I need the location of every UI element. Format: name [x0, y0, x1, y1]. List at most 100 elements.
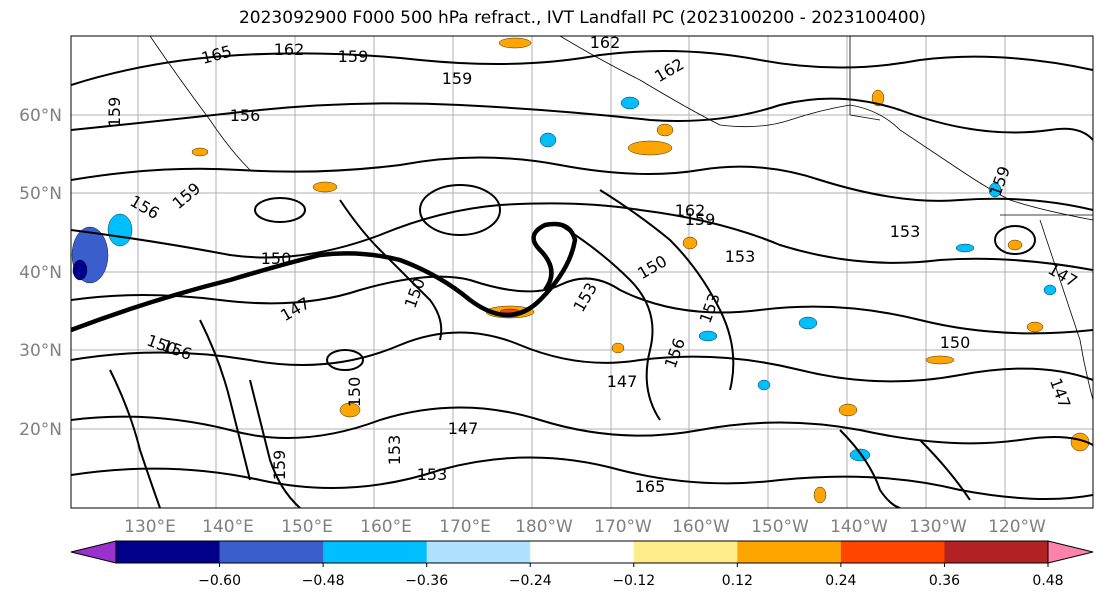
contour-line: [599, 189, 735, 391]
contour-line: [71, 50, 1093, 86]
lon-tick-label: 140°E: [202, 517, 254, 537]
contour-line: [71, 456, 1093, 500]
lon-tick-label: 180°W: [515, 517, 573, 537]
contour-loop: [326, 349, 364, 371]
colorbar-extend-low: [70, 540, 117, 564]
longitude-labels: 130°E 140°E 150°E 160°E 170°E 180°W 170°W 160°W…: [124, 517, 1046, 537]
lon-tick-label: 130°W: [909, 517, 967, 537]
colorbar-segment: [426, 541, 531, 563]
colorbar-tick-label: 0.12: [722, 573, 753, 589]
lat-tick-label: 50°N: [19, 184, 62, 204]
colorbar-segment: [737, 541, 842, 563]
colorbar-segment: [530, 541, 635, 563]
graticule: [71, 36, 1093, 508]
fill-patch: [656, 123, 674, 137]
colorbar-tick-label: 0.24: [825, 573, 856, 589]
contour-line: [71, 331, 1093, 383]
contour-line: [109, 369, 161, 508]
colorbar-tick-label: −0.48: [302, 573, 345, 589]
lat-tick-label: 40°N: [19, 263, 62, 283]
lat-tick-label: 60°N: [19, 106, 62, 126]
contour-value-label: 150: [940, 333, 971, 352]
fill-patch: [1007, 239, 1023, 251]
map-title: 2023092900 F000 500 hPa refract., IVT La…: [238, 8, 926, 28]
lon-tick-label: 150°W: [751, 517, 809, 537]
contour-value-label: 159: [442, 69, 473, 88]
contour-line: [559, 224, 661, 421]
contour-loop: [994, 225, 1036, 255]
colorbar-segment: [840, 541, 945, 563]
colorbar-extend-high: [1047, 540, 1094, 564]
fill-patch: [682, 236, 698, 250]
kamchatka-coastline: [149, 36, 251, 171]
colorbar-tick-label: 0.36: [929, 573, 960, 589]
colorbar-segment: [633, 541, 738, 563]
fill-patch: [1043, 284, 1057, 296]
colorbar-tick-label: 0.48: [1032, 573, 1063, 589]
fill-patch: [838, 403, 858, 417]
north-america-coast: [1039, 219, 1093, 401]
contour-loop: [419, 184, 501, 236]
contour-line: [71, 275, 1093, 335]
contour-loop: [254, 197, 306, 223]
refractivity-contours: [71, 50, 1093, 508]
colorbar-tick-label: −0.12: [612, 573, 655, 589]
colorbar-segment: [323, 541, 428, 563]
contour-line: [71, 202, 1093, 271]
contour-value-label: 159: [270, 450, 289, 481]
contour-value-label: 147: [448, 419, 479, 438]
contour-line: [249, 379, 301, 508]
contour-value-label: 153: [890, 222, 921, 241]
contour-line: [199, 319, 251, 481]
contour-value-label: 153: [417, 465, 448, 484]
colorbar-tick-label: −0.36: [405, 573, 448, 589]
fill-patch: [698, 330, 718, 342]
contour-value-label: 159: [685, 210, 716, 229]
fill-patch: [627, 140, 673, 156]
contour-value-label: 150: [261, 249, 292, 268]
lon-tick-label: 120°W: [988, 517, 1046, 537]
lon-tick-label: 160°W: [672, 517, 730, 537]
lat-tick-label: 20°N: [19, 420, 62, 440]
colorbar: −0.60 −0.48 −0.36 −0.24 −0.12 0.12 0.24 0.36 0.4…: [70, 540, 1094, 589]
fill-patch: [107, 213, 133, 247]
map-frame: [70, 35, 1094, 509]
lon-tick-label: 170°W: [594, 517, 652, 537]
contour-value-label: 159: [338, 47, 369, 66]
fill-patch: [312, 181, 338, 193]
lon-tick-label: 160°E: [360, 517, 412, 537]
contour-line: [339, 199, 443, 341]
contour-value-label: 156: [230, 106, 261, 125]
lon-tick-label: 170°E: [439, 517, 491, 537]
fill-patch: [1026, 321, 1044, 333]
fill-patch: [988, 182, 1002, 198]
lon-tick-label: 130°E: [124, 517, 176, 537]
fill-patch: [925, 355, 955, 365]
lon-tick-label: 150°E: [281, 517, 333, 537]
contour-value-label: 165: [635, 477, 666, 496]
latitude-labels: 60°N 50°N 40°N 30°N 20°N: [19, 106, 62, 440]
contour-value-label: 153: [385, 435, 404, 466]
fill-patch: [339, 402, 361, 418]
canada-border: [849, 36, 881, 121]
thick-contour: [71, 221, 578, 333]
colorbar-tick-label: −0.60: [198, 573, 241, 589]
contour-value-label: 159: [105, 97, 124, 128]
colorbar-segment: [116, 541, 221, 563]
fill-patch: [191, 147, 209, 157]
lat-tick-label: 30°N: [19, 341, 62, 361]
contour-line: [919, 439, 971, 501]
fill-patch: [955, 243, 975, 253]
fill-patch: [611, 342, 625, 354]
colorbar-frame: [115, 540, 1049, 564]
lon-tick-label: 140°W: [830, 517, 888, 537]
contour-line: [71, 97, 1093, 141]
coastlines: [149, 36, 1093, 401]
fill-patch: [620, 96, 640, 110]
contour-line: [839, 429, 901, 508]
contour-value-label: 162: [590, 33, 621, 52]
contour-line: [71, 156, 1093, 211]
contour-value-label: 162: [274, 40, 305, 59]
